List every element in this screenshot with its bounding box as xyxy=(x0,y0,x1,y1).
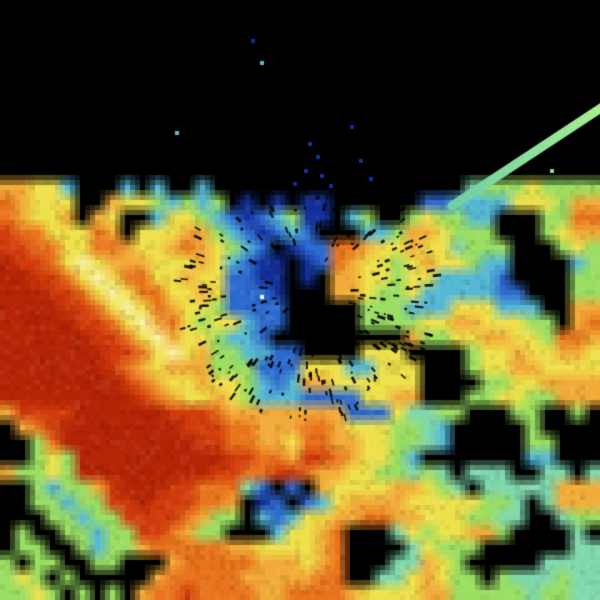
radar-reflectivity-canvas xyxy=(0,0,600,600)
radar-display xyxy=(0,0,600,600)
